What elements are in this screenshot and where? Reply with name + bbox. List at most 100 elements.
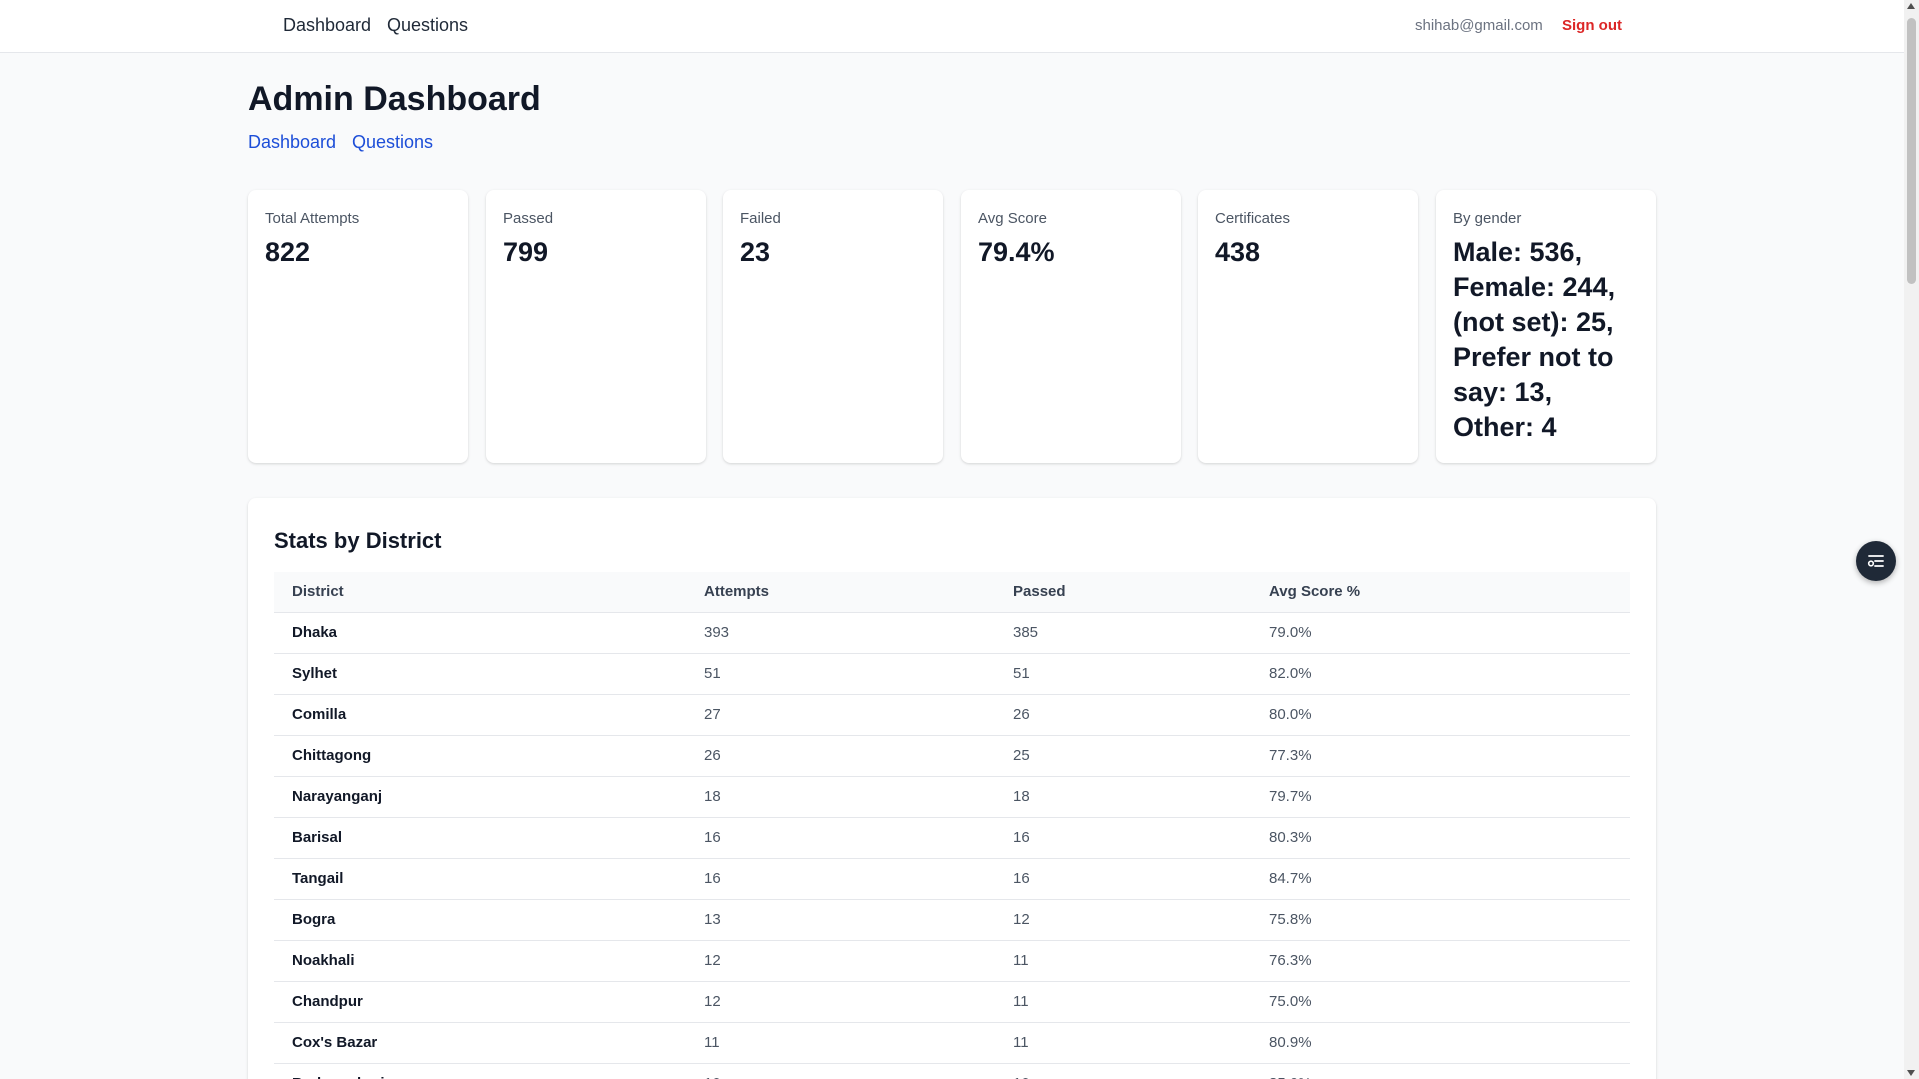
- stat-card-by-gender: By gender Male: 536, Female: 244, (not s…: [1436, 190, 1656, 463]
- passed-cell: 11: [995, 1022, 1251, 1064]
- nav-dashboard-link[interactable]: Dashboard: [283, 15, 372, 35]
- stat-value: 822: [265, 237, 311, 267]
- table-row: Noakhali 12 11 76.3%: [274, 940, 1630, 982]
- stat-card-certificates: Certificates 438: [1198, 190, 1418, 463]
- district-cell: Cox's Bazar: [274, 1022, 686, 1064]
- subnav-questions-link[interactable]: Questions: [352, 132, 434, 152]
- nav-questions-link[interactable]: Questions: [387, 15, 469, 35]
- passed-cell: 16: [995, 858, 1251, 900]
- attempts-cell: 12: [686, 940, 995, 982]
- attempts-cell: 11: [686, 1022, 995, 1064]
- passed-cell: 51: [995, 653, 1251, 695]
- attempts-cell: 27: [686, 694, 995, 736]
- avg-score-cell: 80.0%: [1251, 694, 1630, 736]
- stat-label: Failed: [740, 210, 781, 227]
- district-cell: Tangail: [274, 858, 686, 900]
- district-cell: Chittagong: [274, 735, 686, 777]
- stat-card-avg-score: Avg Score 79.4%: [961, 190, 1181, 463]
- attempts-cell: 26: [686, 735, 995, 777]
- district-cell: Barisal: [274, 817, 686, 859]
- passed-cell: 12: [995, 899, 1251, 941]
- stat-label: Avg Score: [978, 210, 1047, 227]
- attempts-cell: 51: [686, 653, 995, 695]
- district-stats-title: Stats by District: [274, 528, 442, 553]
- user-email: shihab@gmail.com: [1415, 17, 1543, 34]
- table-row: Bogra 13 12 75.8%: [274, 899, 1630, 941]
- stat-card-failed: Failed 23: [723, 190, 943, 463]
- district-cell: Dhaka: [274, 612, 686, 654]
- passed-cell: 26: [995, 694, 1251, 736]
- passed-cell: 18: [995, 776, 1251, 818]
- floating-action-button[interactable]: [1856, 541, 1896, 581]
- page-title: Admin Dashboard: [248, 80, 541, 118]
- top-navbar: Dashboard Questions shihab@gmail.com Sig…: [0, 0, 1904, 53]
- district-cell: Noakhali: [274, 940, 686, 982]
- table-row: Sylhet 51 51 82.0%: [274, 653, 1630, 695]
- vertical-scrollbar[interactable]: [1904, 0, 1919, 1079]
- avg-score-cell: 80.3%: [1251, 817, 1630, 859]
- avg-score-cell: 75.0%: [1251, 981, 1630, 1023]
- district-cell: Sylhet: [274, 653, 686, 695]
- table-row: Chandpur 12 11 75.0%: [274, 981, 1630, 1023]
- passed-cell: 385: [995, 612, 1251, 654]
- district-cell: Comilla: [274, 694, 686, 736]
- column-header-passed: Passed: [995, 572, 1251, 613]
- avg-score-cell: 77.3%: [1251, 735, 1630, 777]
- district-cell: Brahmanbaria: [274, 1063, 686, 1079]
- avg-score-cell: 85.0%: [1251, 1063, 1630, 1079]
- stat-label: Passed: [503, 210, 554, 227]
- avg-score-cell: 79.7%: [1251, 776, 1630, 818]
- list-filter-icon: [1867, 555, 1884, 567]
- scroll-down-arrow-icon[interactable]: [1907, 1070, 1915, 1076]
- passed-cell: 11: [995, 981, 1251, 1023]
- stat-value: 799: [503, 237, 549, 267]
- district-cell: Chandpur: [274, 981, 686, 1023]
- stat-value: 438: [1215, 237, 1261, 267]
- attempts-cell: 16: [686, 858, 995, 900]
- attempts-cell: 18: [686, 776, 995, 818]
- stat-value: Male: 536, Female: 244, (not set): 25, P…: [1453, 237, 1616, 442]
- avg-score-cell: 80.9%: [1251, 1022, 1630, 1064]
- table-row: Chittagong 26 25 77.3%: [274, 735, 1630, 777]
- subnav-dashboard-link[interactable]: Dashboard: [248, 132, 337, 152]
- district-stats-card: Stats by District District Attempts Pass…: [248, 498, 1656, 1079]
- column-header-avg-score: Avg Score %: [1251, 572, 1630, 613]
- avg-score-cell: 84.7%: [1251, 858, 1630, 900]
- attempts-cell: 393: [686, 612, 995, 654]
- passed-cell: 16: [995, 817, 1251, 859]
- avg-score-cell: 82.0%: [1251, 653, 1630, 695]
- stat-value: 23: [740, 237, 771, 267]
- avg-score-cell: 75.8%: [1251, 899, 1630, 941]
- table-row: Cox's Bazar 11 11 80.9%: [274, 1022, 1630, 1064]
- stat-value: 79.4%: [978, 237, 1055, 267]
- district-cell: Bogra: [274, 899, 686, 941]
- stat-card-total-attempts: Total Attempts 822: [248, 190, 468, 463]
- table-row: Tangail 16 16 84.7%: [274, 858, 1630, 900]
- stat-card-passed: Passed 799: [486, 190, 706, 463]
- attempts-cell: 10: [686, 1063, 995, 1079]
- attempts-cell: 16: [686, 817, 995, 859]
- attempts-cell: 13: [686, 899, 995, 941]
- avg-score-cell: 76.3%: [1251, 940, 1630, 982]
- passed-cell: 25: [995, 735, 1251, 777]
- district-stats-table: District Attempts Passed Avg Score % Dha…: [274, 572, 1630, 1079]
- table-row: Barisal 16 16 80.3%: [274, 817, 1630, 859]
- avg-score-cell: 79.0%: [1251, 612, 1630, 654]
- table-header-row: District Attempts Passed Avg Score %: [274, 572, 1630, 613]
- stat-label: Certificates: [1215, 210, 1291, 227]
- table-row: Narayanganj 18 18 79.7%: [274, 776, 1630, 818]
- district-cell: Narayanganj: [274, 776, 686, 818]
- stat-label: By gender: [1453, 210, 1522, 227]
- table-row: Dhaka 393 385 79.0%: [274, 612, 1630, 654]
- column-header-district: District: [274, 572, 686, 613]
- scrollbar-thumb[interactable]: [1907, 18, 1916, 284]
- passed-cell: 11: [995, 940, 1251, 982]
- passed-cell: 10: [995, 1063, 1251, 1079]
- table-row: Comilla 27 26 80.0%: [274, 694, 1630, 736]
- attempts-cell: 12: [686, 981, 995, 1023]
- scroll-up-arrow-icon[interactable]: [1907, 3, 1915, 9]
- stat-label: Total Attempts: [265, 210, 360, 227]
- table-row: Brahmanbaria101085.0%: [274, 1063, 1630, 1079]
- sign-out-button[interactable]: Sign out: [1562, 17, 1622, 34]
- column-header-attempts: Attempts: [686, 572, 995, 613]
